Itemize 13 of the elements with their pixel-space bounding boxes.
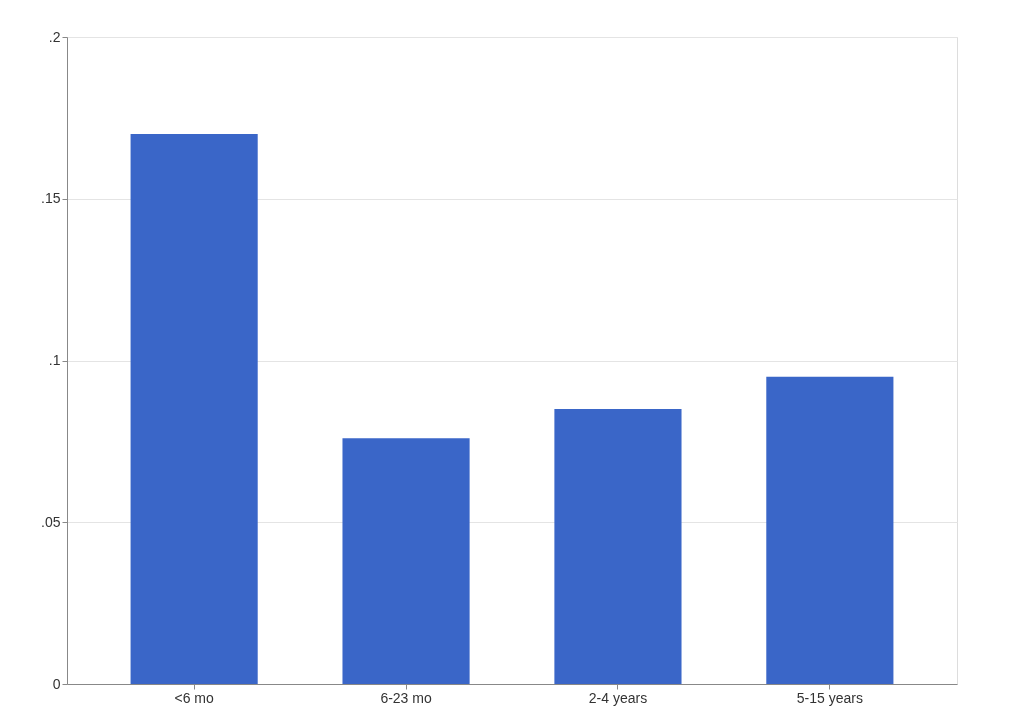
- x-tick-label: 5-15 years: [796, 689, 863, 706]
- bar: [554, 409, 682, 684]
- y-tick-label: .2: [48, 28, 61, 45]
- y-tick-label: .15: [41, 190, 61, 207]
- x-tick-label: 2-4 years: [588, 689, 648, 706]
- bar: [130, 134, 258, 684]
- bar: [766, 376, 894, 684]
- x-tick-label: <6 mo: [174, 689, 214, 706]
- y-tick-label: 0: [52, 675, 61, 692]
- x-tick-label: 6-23 mo: [380, 689, 432, 706]
- y-tick-label: .05: [41, 513, 61, 530]
- bar: [342, 438, 470, 684]
- y-tick-label: .1: [48, 352, 61, 368]
